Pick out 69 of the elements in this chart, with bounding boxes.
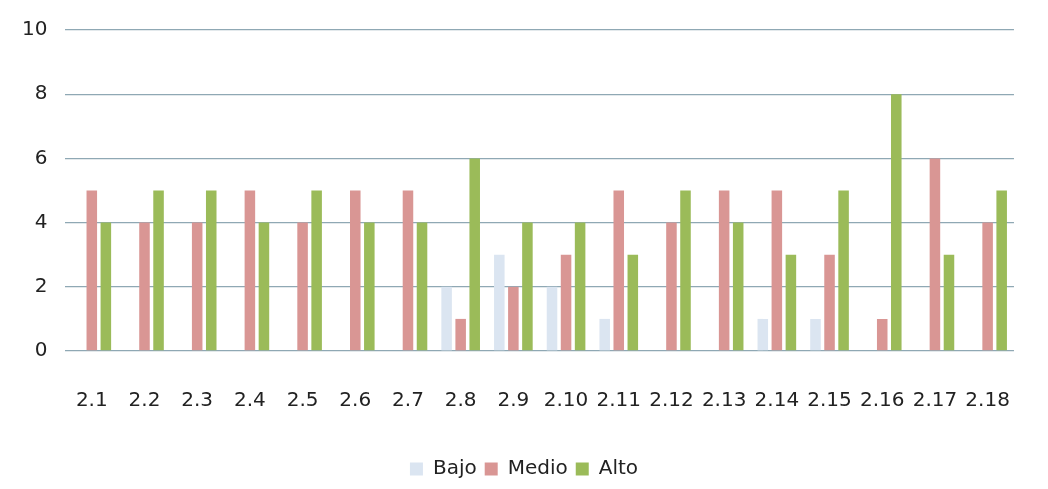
x-tick-label: 2.3 — [181, 387, 214, 412]
bar — [402, 190, 414, 351]
bar — [153, 190, 164, 351]
y-tick-label: 6 — [34, 144, 48, 169]
bar — [86, 190, 98, 351]
bar — [627, 254, 639, 351]
bar — [732, 222, 744, 351]
bar — [929, 158, 941, 351]
x-tick-label: 2.1 — [75, 387, 108, 412]
x-tick-label: 2.6 — [339, 387, 372, 412]
bar — [469, 158, 480, 351]
bar — [771, 190, 783, 351]
bar — [508, 286, 519, 351]
y-tick-label: 4 — [34, 208, 48, 233]
bar — [574, 222, 586, 351]
x-tick-label: 2.13 — [701, 387, 747, 412]
x-tick-label: 2.11 — [596, 387, 642, 412]
y-tick-label: 0 — [34, 337, 48, 362]
bar — [560, 254, 572, 351]
bar — [494, 254, 505, 351]
x-tick-label: 2.4 — [233, 387, 266, 412]
bar — [680, 190, 691, 351]
x-tick-label: 2.2 — [128, 387, 161, 412]
bar — [876, 318, 888, 351]
bar — [599, 318, 610, 351]
bar — [810, 318, 821, 351]
bar — [546, 286, 558, 351]
bar — [297, 222, 308, 351]
bar — [416, 222, 428, 351]
bar — [982, 222, 993, 351]
bar — [191, 222, 203, 351]
x-tick-label: 2.7 — [392, 387, 424, 412]
bar — [838, 190, 849, 351]
x-tick-label: 2.12 — [649, 387, 694, 412]
bar — [891, 94, 902, 351]
y-tick-label: 10 — [22, 16, 48, 41]
bar — [943, 254, 955, 351]
x-tick-label: 2.18 — [965, 387, 1010, 412]
x-tick-label: 2.8 — [444, 387, 477, 412]
y-tick-label: 2 — [34, 273, 48, 297]
x-tick-label: 2.5 — [286, 387, 319, 412]
bar — [613, 190, 625, 351]
bar — [718, 190, 730, 351]
x-tick-label: 2.16 — [859, 387, 905, 412]
bar — [757, 318, 769, 351]
legend-label: Medio — [507, 455, 568, 480]
y-tick-label: 8 — [34, 80, 48, 105]
bar — [441, 286, 452, 351]
legend-label: Bajo — [432, 455, 477, 480]
bar — [100, 222, 112, 351]
bar — [364, 222, 375, 351]
x-tick-label: 2.9 — [497, 387, 530, 412]
x-tick-label: 2.17 — [912, 387, 958, 412]
bar — [522, 222, 533, 351]
bar — [785, 254, 797, 351]
bar — [350, 190, 361, 351]
bar — [311, 190, 322, 351]
x-tick-label: 2.14 — [754, 387, 800, 412]
x-tick-label: 2.15 — [807, 387, 852, 412]
x-tick-label: 2.10 — [543, 387, 589, 412]
bar — [455, 318, 466, 351]
bar — [244, 190, 256, 351]
bar — [666, 222, 677, 351]
bar — [996, 190, 1007, 351]
bar — [258, 222, 270, 351]
bar — [139, 222, 150, 351]
legend-label: Alto — [598, 455, 639, 480]
bar — [205, 190, 217, 351]
bar — [824, 254, 835, 351]
